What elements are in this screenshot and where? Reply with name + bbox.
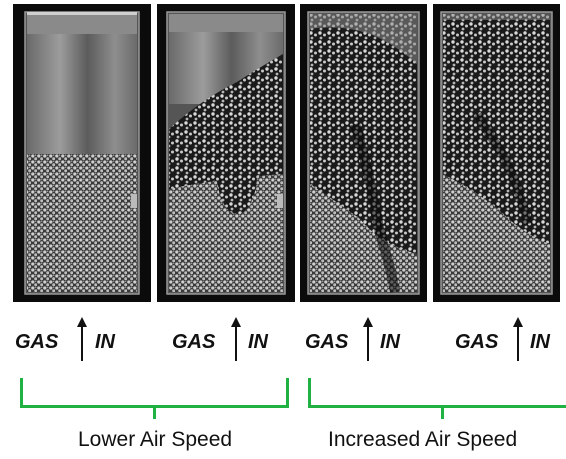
up-arrow-icon xyxy=(229,317,243,361)
fluidized-bed-image-4 xyxy=(433,4,560,302)
fluidized-bed-image-1 xyxy=(13,4,151,302)
up-arrow-icon xyxy=(75,317,89,361)
caption-increased-air-speed: Increased Air Speed xyxy=(328,428,517,452)
fluidized-bed-image-2 xyxy=(157,4,295,302)
up-arrow-icon xyxy=(361,317,375,361)
gas-text: GAS xyxy=(455,331,498,354)
photo-panel-2 xyxy=(157,4,295,302)
in-text: IN xyxy=(530,331,550,354)
gas-text: GAS xyxy=(172,331,215,354)
gas-text: GAS xyxy=(15,331,58,354)
gas-text: GAS xyxy=(305,331,348,354)
photo-panel-3 xyxy=(300,4,427,302)
photo-panel-1 xyxy=(13,4,151,302)
gas-in-label-4: GAS IN xyxy=(455,317,566,361)
in-text: IN xyxy=(95,331,115,354)
caption-lower-air-speed: Lower Air Speed xyxy=(78,428,232,452)
gas-in-label-1: GAS IN xyxy=(15,317,145,361)
in-text: IN xyxy=(248,331,268,354)
in-text: IN xyxy=(380,331,400,354)
up-arrow-icon xyxy=(511,317,525,361)
bracket-increased-air-speed xyxy=(308,378,566,408)
fluidized-bed-image-3 xyxy=(300,4,427,302)
gas-in-label-3: GAS IN xyxy=(305,317,435,361)
gas-in-label-2: GAS IN xyxy=(172,317,302,361)
bracket-lower-air-speed xyxy=(20,378,289,408)
bracket-tick xyxy=(441,405,444,419)
photo-panel-4 xyxy=(433,4,560,302)
bracket-tick xyxy=(153,405,156,419)
